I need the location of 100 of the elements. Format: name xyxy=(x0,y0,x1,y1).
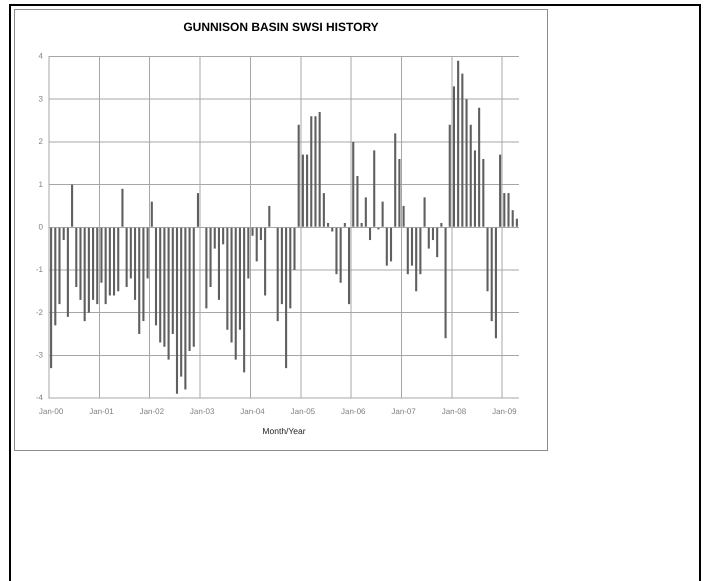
bar xyxy=(234,228,237,360)
bar xyxy=(314,116,317,227)
bar xyxy=(457,60,460,227)
y-tick-label: 4 xyxy=(38,52,44,61)
bar xyxy=(386,228,388,266)
bar xyxy=(117,228,120,292)
bar xyxy=(344,222,346,227)
bar xyxy=(390,228,392,262)
bar xyxy=(410,228,414,266)
bar xyxy=(276,228,279,322)
bar xyxy=(180,228,182,377)
bar xyxy=(306,154,308,227)
bar xyxy=(260,228,262,240)
bar xyxy=(54,228,56,326)
bar xyxy=(238,228,241,330)
bar xyxy=(121,188,124,227)
bar xyxy=(268,206,270,227)
bar xyxy=(440,222,442,227)
bar xyxy=(50,228,52,368)
bar xyxy=(247,228,250,278)
bar xyxy=(159,228,162,343)
bar xyxy=(184,228,186,390)
x-tick-label: Jan-06 xyxy=(341,407,366,416)
bar xyxy=(96,228,98,304)
bar xyxy=(352,142,354,227)
bar xyxy=(424,197,426,227)
bar xyxy=(406,228,409,274)
bar xyxy=(419,228,422,274)
bar xyxy=(486,228,489,292)
bar xyxy=(340,228,342,283)
bar xyxy=(335,228,338,274)
bar xyxy=(130,228,132,278)
bar xyxy=(402,206,405,227)
x-tick-label: Jan-03 xyxy=(190,407,215,416)
x-axis-title: Month/Year xyxy=(262,426,306,436)
bar xyxy=(218,228,220,300)
bar xyxy=(100,228,103,283)
bar xyxy=(285,228,288,368)
y-tick-label: 0 xyxy=(38,222,44,232)
bar xyxy=(108,228,111,296)
bar xyxy=(172,228,174,334)
bar xyxy=(398,158,400,227)
bar xyxy=(138,228,140,334)
bar xyxy=(79,228,82,300)
x-tick-label: Jan-08 xyxy=(442,407,467,416)
bar xyxy=(318,112,321,227)
bar xyxy=(210,228,212,288)
bar xyxy=(503,193,506,227)
y-tick-label: 3 xyxy=(38,94,44,104)
bar xyxy=(428,228,430,249)
bar xyxy=(432,228,434,240)
bar xyxy=(205,228,208,308)
y-tick-label: 1 xyxy=(38,180,44,189)
chart-frame: Month/Year Jan-00 Jan-01 Jan-02 Jan-03 Jan-04 Jan-05 Jan-06 Jan-07 Jan-08 Jan-09 -4 -3 -2 -1 0 1 2 3 4 GUNNISON BASIN SWSI HISTORY xyxy=(14,9,548,451)
bar xyxy=(452,86,456,227)
y-tick-label: 2 xyxy=(38,137,44,146)
bar xyxy=(214,228,216,249)
bar xyxy=(289,228,292,308)
bar xyxy=(222,228,224,244)
bar xyxy=(150,202,153,227)
bar xyxy=(293,228,296,270)
x-tick-label: Jan-02 xyxy=(140,407,165,416)
bar xyxy=(126,228,128,288)
bar xyxy=(382,202,384,227)
bar xyxy=(58,228,61,304)
bar xyxy=(188,228,191,352)
bar xyxy=(516,218,518,227)
bar xyxy=(226,228,228,330)
bar xyxy=(142,228,144,322)
bar xyxy=(478,108,480,227)
x-tick-label: Jan-07 xyxy=(391,407,416,416)
bar xyxy=(327,222,330,227)
bar xyxy=(243,228,246,372)
bar xyxy=(163,228,166,347)
bar xyxy=(368,228,372,240)
y-tick-label: -2 xyxy=(36,308,44,317)
bar xyxy=(112,228,116,296)
bar xyxy=(84,228,86,322)
bar xyxy=(251,228,254,236)
x-tick-label: Jan-04 xyxy=(240,407,266,416)
y-tick-label: -4 xyxy=(36,393,44,402)
x-tick-label: Jan-05 xyxy=(290,407,316,416)
bar xyxy=(134,228,136,300)
bar xyxy=(373,150,376,227)
bar xyxy=(168,228,170,360)
bar xyxy=(298,124,300,227)
bar xyxy=(448,124,451,227)
bar xyxy=(230,228,233,343)
x-tick-label: Jan-09 xyxy=(492,407,518,416)
bar xyxy=(196,193,200,227)
bar xyxy=(348,228,350,304)
bar xyxy=(470,124,472,227)
bar xyxy=(71,184,74,227)
chart-title: GUNNISON BASIN SWSI HISTORY xyxy=(183,20,379,34)
y-tick-label: -3 xyxy=(36,350,44,360)
bar xyxy=(461,74,464,227)
bar xyxy=(75,228,78,288)
bar xyxy=(474,150,476,227)
bar xyxy=(146,228,149,278)
bar xyxy=(512,210,514,227)
